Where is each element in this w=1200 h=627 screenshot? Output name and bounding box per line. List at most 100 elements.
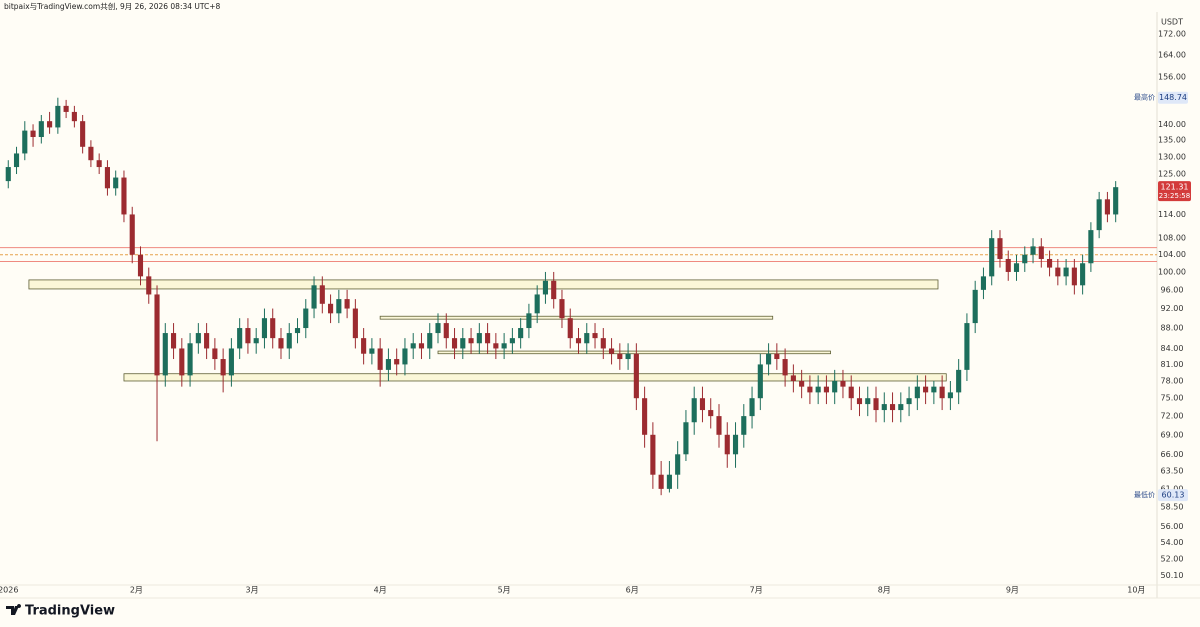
candle-body bbox=[485, 333, 491, 344]
y-tick-label: 72.00 bbox=[1161, 412, 1184, 421]
y-tick-label: 50.10 bbox=[1161, 571, 1184, 580]
candle-body bbox=[311, 285, 317, 309]
candle-body bbox=[237, 328, 243, 349]
y-tick-label: 61.00 bbox=[1161, 484, 1184, 493]
y-tick-label: 75.00 bbox=[1161, 394, 1184, 403]
candle-body bbox=[749, 398, 755, 417]
y-tick-label: 66.00 bbox=[1161, 450, 1184, 459]
candle-body bbox=[55, 105, 61, 128]
candle-body bbox=[294, 328, 301, 334]
candle-body bbox=[881, 404, 887, 411]
candle-body bbox=[1113, 187, 1119, 215]
y-tick-label: 78.00 bbox=[1161, 376, 1184, 385]
low-label-value: 60.13 bbox=[1162, 491, 1185, 500]
candle-body bbox=[518, 328, 524, 339]
candle-body bbox=[179, 348, 185, 376]
zone bbox=[28, 279, 939, 290]
candle-body bbox=[1104, 199, 1110, 215]
candle-body bbox=[642, 398, 648, 435]
candle-body bbox=[88, 146, 94, 161]
candle-body bbox=[741, 416, 747, 435]
high-label-pill bbox=[1158, 91, 1188, 104]
candle-body bbox=[782, 359, 788, 376]
candle-body bbox=[162, 333, 168, 376]
candle-body bbox=[923, 386, 929, 393]
y-tick-label: 164.00 bbox=[1158, 50, 1186, 59]
candle-body bbox=[451, 338, 458, 349]
low-label-caption: 最低价 bbox=[1134, 490, 1155, 499]
candle-body bbox=[228, 348, 234, 376]
candle-body bbox=[113, 177, 119, 189]
candle-body bbox=[328, 303, 334, 314]
candle-body bbox=[898, 404, 904, 411]
candle-body bbox=[1063, 267, 1069, 277]
candle-body bbox=[245, 328, 251, 344]
candle-body bbox=[137, 254, 144, 277]
x-tick-label: 6月 bbox=[626, 586, 639, 595]
candle-body bbox=[592, 333, 598, 339]
x-tick-label: 8月 bbox=[878, 586, 891, 595]
candle-body bbox=[716, 416, 722, 435]
candle-body bbox=[559, 299, 565, 319]
countdown: 23:25:58 bbox=[1159, 192, 1190, 200]
candle-body bbox=[608, 348, 615, 354]
candle-body bbox=[625, 353, 631, 360]
x-tick-label: 2026 bbox=[0, 586, 18, 595]
candle-body bbox=[377, 348, 383, 370]
candle-body bbox=[906, 398, 912, 405]
y-tick-label: 81.00 bbox=[1161, 360, 1184, 369]
candle-body bbox=[732, 434, 739, 455]
candle-body bbox=[1071, 267, 1077, 286]
candle-body bbox=[947, 392, 953, 399]
candle-body bbox=[766, 353, 772, 365]
y-tick-label: 92.00 bbox=[1161, 304, 1184, 313]
candle-body bbox=[931, 386, 937, 393]
candle-body bbox=[600, 338, 606, 349]
candle-body bbox=[13, 153, 20, 168]
y-tick-label: 172.00 bbox=[1158, 29, 1186, 38]
y-tick-label: 54.00 bbox=[1161, 538, 1184, 547]
candle-body bbox=[493, 343, 499, 349]
y-tick-label: 125.00 bbox=[1158, 170, 1186, 179]
candle-body bbox=[823, 386, 829, 393]
zone bbox=[123, 373, 947, 382]
candle-body bbox=[551, 280, 557, 300]
candle-body bbox=[361, 338, 367, 354]
y-tick-label: 130.00 bbox=[1158, 152, 1186, 161]
y-axis-label: USDT bbox=[1161, 18, 1183, 27]
candle-body bbox=[848, 386, 854, 399]
candle-body bbox=[799, 380, 805, 387]
candle-body bbox=[435, 323, 441, 334]
candle-body bbox=[286, 333, 292, 349]
candle-body bbox=[410, 343, 416, 349]
candle-body bbox=[865, 398, 871, 405]
candle-body bbox=[1047, 258, 1053, 268]
zone bbox=[379, 315, 774, 320]
x-tick-label: 10月 bbox=[1127, 586, 1145, 595]
y-tick-label: 63.50 bbox=[1161, 467, 1184, 476]
logo-icon bbox=[6, 604, 22, 615]
x-tick-label: 9月 bbox=[1006, 586, 1019, 595]
candle-body bbox=[1022, 254, 1028, 264]
candle-body bbox=[980, 276, 987, 290]
candle-body bbox=[856, 398, 863, 405]
x-tick-label: 5月 bbox=[498, 586, 511, 595]
candle-body bbox=[369, 348, 375, 354]
y-tick-label: 84.00 bbox=[1161, 344, 1184, 353]
candle-body bbox=[96, 160, 102, 168]
candle-body bbox=[104, 167, 110, 189]
candle-body bbox=[840, 380, 846, 387]
candle-body bbox=[675, 454, 681, 475]
candle-body bbox=[1013, 263, 1020, 272]
high-label-value: 148.74 bbox=[1159, 93, 1187, 102]
zone bbox=[437, 350, 831, 355]
candle-body bbox=[873, 398, 879, 411]
y-tick-label: 56.00 bbox=[1161, 522, 1184, 531]
plot-area bbox=[0, 97, 1157, 496]
candle-body bbox=[212, 348, 218, 360]
y-tick-label: 100.00 bbox=[1158, 267, 1186, 276]
candle-body bbox=[5, 167, 11, 182]
candle-body bbox=[1088, 230, 1094, 264]
candle-body bbox=[1005, 258, 1011, 272]
